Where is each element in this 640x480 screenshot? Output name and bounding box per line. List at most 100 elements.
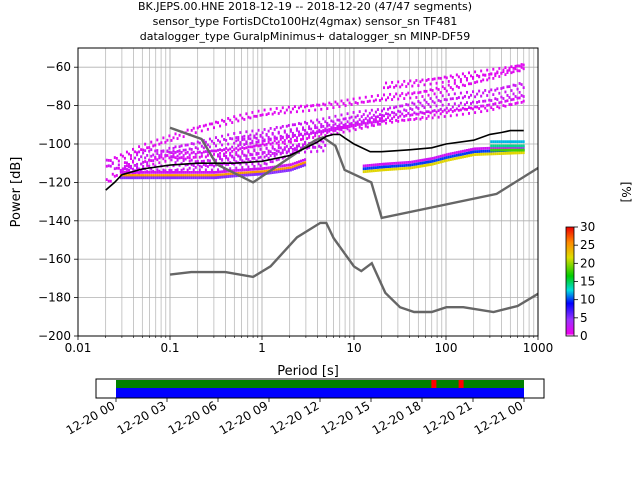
histogram-cell: [429, 97, 432, 100]
histogram-cell: [500, 148, 503, 152]
histogram-cell: [210, 122, 213, 126]
histogram-cell: [283, 147, 286, 151]
histogram-cell: [281, 164, 284, 168]
histogram-cell: [488, 146, 491, 150]
histogram-cell: [492, 152, 495, 156]
histogram-cell: [251, 129, 254, 133]
histogram-cell: [247, 165, 250, 169]
histogram-cell: [510, 89, 513, 92]
histogram-cell: [472, 147, 475, 151]
histogram-cell: [134, 156, 137, 160]
histogram-cell: [393, 95, 396, 99]
histogram-cell: [457, 96, 460, 99]
histogram-cell: [492, 146, 495, 150]
histogram-cell: [217, 148, 220, 152]
y-tick-label: −100: [38, 137, 71, 151]
histogram-cell: [263, 108, 266, 112]
histogram-cell: [498, 101, 501, 105]
histogram-cell: [146, 171, 149, 174]
histogram-cell: [350, 122, 353, 126]
histogram-cell: [251, 141, 254, 145]
histogram-cell: [494, 74, 497, 78]
histogram-cell: [212, 176, 215, 180]
histogram-cell: [338, 127, 341, 131]
histogram-cell: [461, 155, 464, 159]
histogram-cell: [415, 159, 418, 163]
histogram-cell: [467, 112, 471, 115]
histogram-cell: [498, 67, 501, 70]
histogram-cell: [437, 99, 440, 102]
histogram-cell: [275, 149, 278, 153]
histogram-cell: [194, 176, 197, 180]
histogram-cell: [326, 128, 329, 132]
histogram-cell: [500, 95, 503, 99]
colorbar-tick-label: 5: [580, 311, 588, 325]
histogram-cell: [168, 168, 171, 172]
histogram-cell: [522, 63, 525, 67]
histogram-cell: [184, 143, 187, 147]
histogram-cell: [366, 167, 369, 170]
histogram-cell: [496, 148, 499, 152]
histogram-cell: [150, 176, 153, 180]
histogram-cell: [421, 111, 424, 115]
histogram-cell: [480, 79, 483, 83]
histogram-cell: [439, 160, 442, 164]
histogram-cell: [482, 99, 485, 103]
histogram-cell: [299, 122, 303, 126]
histogram-cell: [206, 127, 209, 131]
histogram-cell: [200, 174, 203, 177]
histogram-cell: [500, 100, 503, 104]
histogram-cell: [121, 174, 124, 177]
histogram-cell: [229, 151, 232, 155]
histogram-cell: [178, 174, 181, 177]
histogram-cell: [297, 133, 300, 137]
histogram-cell: [362, 118, 365, 122]
histogram-cell: [235, 146, 238, 150]
histogram-cell: [447, 80, 450, 83]
histogram-cell: [498, 140, 501, 144]
histogram-cell: [320, 130, 323, 133]
histogram-cell: [508, 151, 511, 155]
histogram-cell: [190, 142, 193, 145]
histogram-cell: [506, 144, 509, 148]
histogram-cell: [160, 149, 163, 153]
histogram-cell: [210, 171, 213, 174]
histogram-cell: [419, 101, 422, 105]
histogram-cell: [283, 111, 286, 115]
histogram-cell: [281, 124, 284, 128]
histogram-cell: [186, 143, 189, 147]
histogram-cell: [318, 103, 321, 107]
histogram-cell: [287, 166, 290, 170]
histogram-cell: [150, 140, 153, 144]
histogram-cell: [134, 150, 137, 154]
histogram-cell: [401, 104, 404, 108]
histogram-cell: [372, 163, 375, 167]
histogram-cell: [219, 140, 222, 144]
histogram-cell: [198, 141, 201, 145]
histogram-cell: [164, 169, 167, 173]
histogram-cell: [251, 167, 254, 171]
histogram-cell: [490, 88, 493, 92]
histogram-cell: [186, 174, 189, 177]
histogram-cell: [277, 150, 280, 153]
histogram-cell: [480, 104, 483, 108]
histogram-cell: [520, 151, 523, 155]
histogram-cell: [496, 152, 499, 156]
histogram-cell: [385, 168, 388, 172]
histogram-cell: [245, 130, 248, 134]
histogram-cell: [433, 77, 436, 81]
histogram-cell: [314, 140, 317, 144]
histogram-cell: [498, 144, 501, 148]
histogram-cell: [407, 91, 410, 95]
histogram-cell: [463, 95, 466, 98]
histogram-cell: [447, 93, 450, 97]
histogram-cell: [472, 150, 475, 154]
histogram-cell: [387, 112, 390, 116]
histogram-cell: [370, 163, 373, 167]
histogram-cell: [208, 122, 211, 126]
histogram-cell: [346, 98, 349, 102]
histogram-cell: [362, 164, 365, 168]
histogram-cell: [297, 122, 300, 125]
histogram-cell: [376, 120, 379, 124]
histogram-cell: [372, 120, 375, 124]
